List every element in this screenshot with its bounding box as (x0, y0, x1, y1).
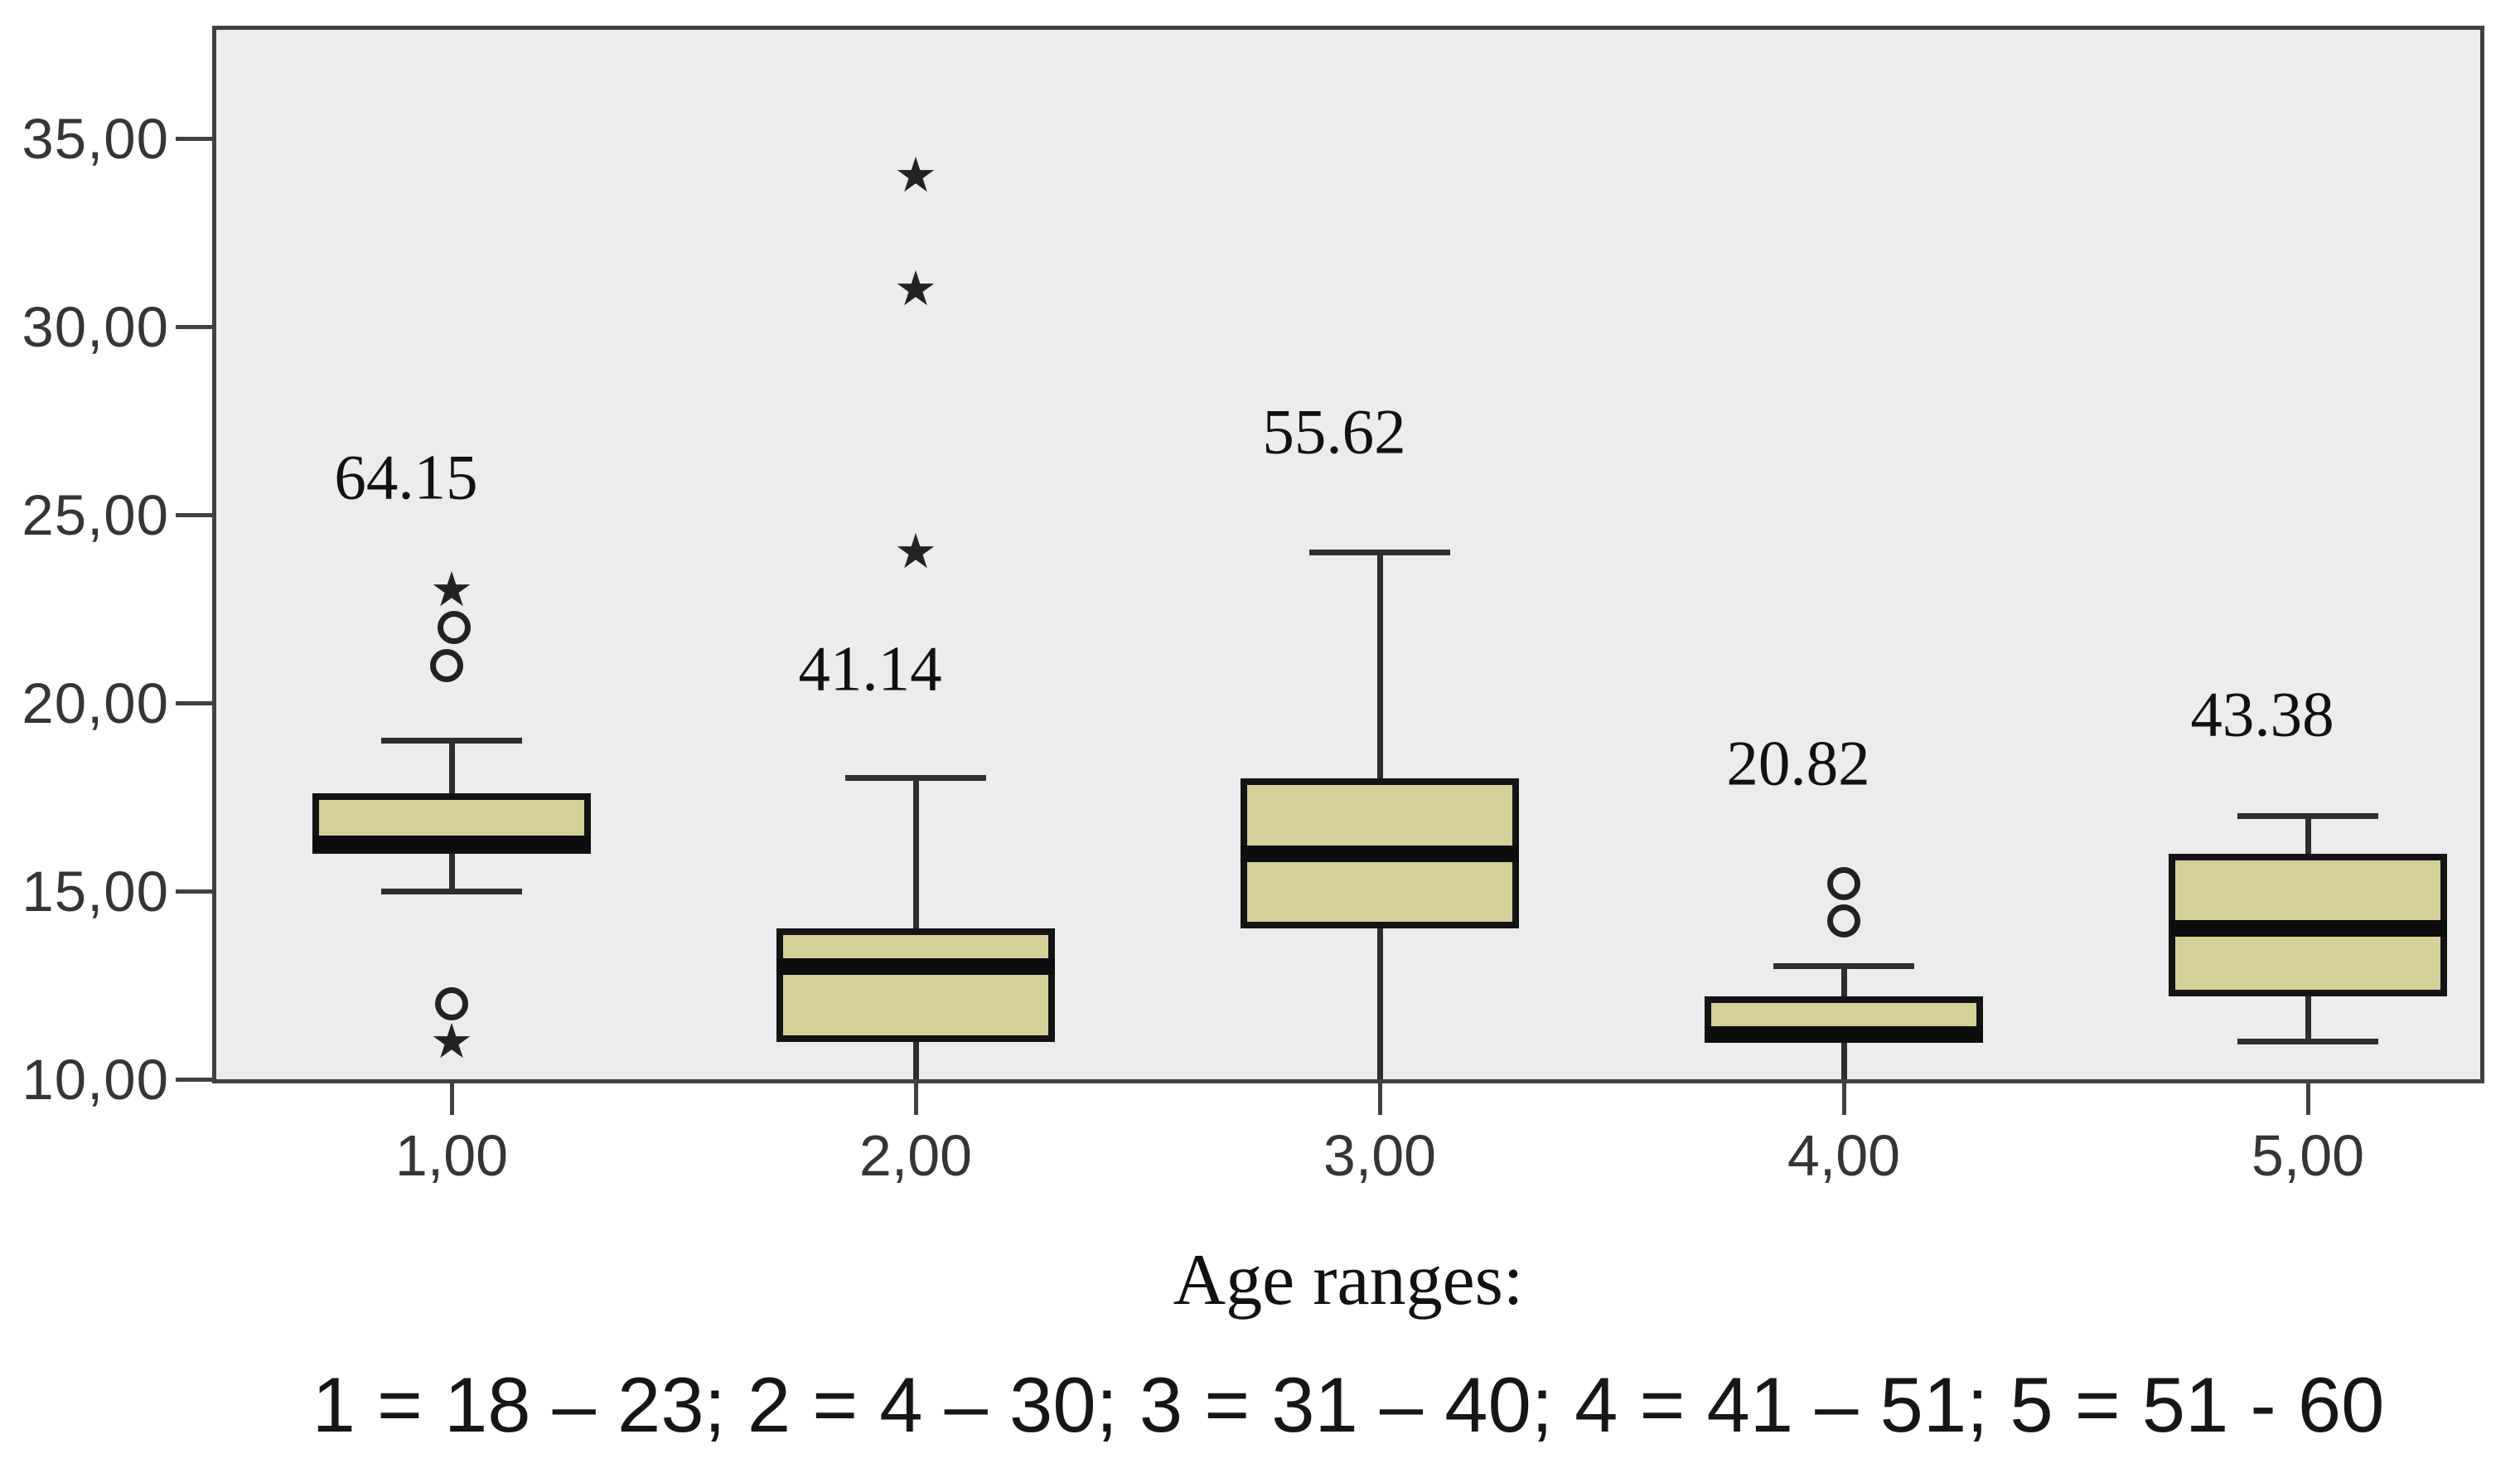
y-tick (176, 889, 212, 894)
y-tick-label: 10,00 (22, 1048, 169, 1112)
whisker-line (1840, 966, 1847, 997)
outlier-circle-icon (430, 648, 463, 682)
caption-legend: 1 = 18 – 23; 2 = 4 – 30; 3 = 31 – 40; 4 … (312, 1361, 2385, 1448)
box-annotation: 41.14 (798, 632, 942, 705)
whisker-line (1840, 1041, 1847, 1079)
outlier-star-icon: ★ (894, 525, 937, 579)
median-line (1241, 845, 1519, 862)
whisker-line (1376, 552, 1383, 778)
x-tick (1841, 1083, 1846, 1115)
median-line (312, 836, 591, 853)
median-line (1705, 1025, 1983, 1043)
whisker-line (912, 778, 919, 929)
outlier-circle-icon (1827, 866, 1860, 900)
x-axis-title: Age ranges: (1173, 1240, 1524, 1320)
box-annotation: 64.15 (334, 441, 478, 513)
y-tick-label: 15,00 (22, 860, 169, 923)
y-tick (176, 512, 212, 517)
outlier-circle-icon (435, 987, 468, 1021)
whisker-line (912, 1041, 919, 1079)
whisker-cap (2237, 812, 2378, 819)
y-tick-label: 20,00 (22, 671, 169, 735)
x-tick-label: 1,00 (394, 1123, 509, 1188)
x-tick (1377, 1083, 1382, 1115)
x-tick-label: 2,00 (859, 1123, 973, 1188)
y-tick (176, 136, 212, 141)
y-tick-label: 35,00 (22, 107, 169, 171)
x-tick-label: 3,00 (1323, 1123, 1437, 1188)
y-tick-label: 25,00 (22, 483, 169, 547)
box-annotation: 55.62 (1262, 395, 1406, 468)
y-tick (176, 1077, 212, 1082)
y-tick (176, 324, 212, 329)
whisker-line (448, 853, 455, 891)
outlier-star-icon: ★ (430, 562, 473, 617)
outlier-star-icon: ★ (894, 261, 937, 316)
y-tick (176, 700, 212, 705)
median-line (2169, 920, 2447, 938)
whisker-cap (845, 775, 986, 782)
x-tick (913, 1083, 918, 1115)
whisker-line (448, 740, 455, 793)
whisker-line (2305, 996, 2311, 1042)
whisker-line (1376, 928, 1383, 1079)
box (776, 928, 1055, 1042)
whisker-cap (381, 737, 522, 744)
whisker-line (2305, 816, 2311, 854)
whisker-cap (1773, 963, 1914, 970)
whisker-cap (2237, 1039, 2378, 1045)
median-line (776, 957, 1055, 975)
outlier-circle-icon (1827, 904, 1860, 938)
outlier-star-icon: ★ (894, 148, 937, 203)
box-annotation: 43.38 (2190, 678, 2334, 750)
x-tick-label: 4,00 (1787, 1123, 1901, 1188)
x-tick (2305, 1083, 2310, 1115)
box-annotation: 20.82 (1726, 727, 1870, 799)
x-tick-label: 5,00 (2251, 1123, 2365, 1188)
whisker-cap (381, 888, 522, 894)
outlier-circle-icon (438, 611, 471, 645)
whisker-cap (1309, 549, 1450, 555)
outlier-star-icon: ★ (430, 1014, 473, 1068)
x-tick (449, 1083, 454, 1115)
y-tick-label: 30,00 (22, 295, 169, 359)
